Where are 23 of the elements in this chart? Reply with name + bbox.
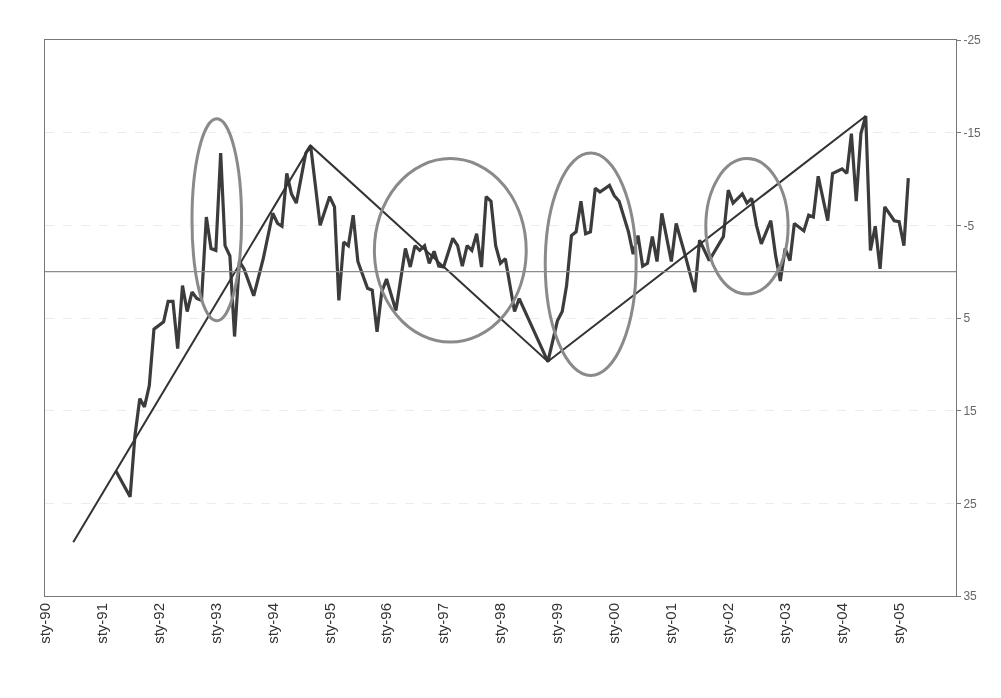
x-tick-label: sty-99: [548, 603, 566, 644]
x-tick-label: sty-97: [434, 603, 452, 644]
x-tick-label: sty-03: [776, 603, 794, 644]
x-tick-label: sty-01: [662, 603, 680, 644]
x-tick-label: sty-92: [149, 603, 167, 644]
x-tick-label: sty-93: [206, 603, 224, 644]
y-tick-label: -25: [963, 33, 982, 48]
x-tick-label: sty-05: [889, 603, 907, 644]
x-tick-label: sty-02: [719, 603, 737, 644]
x-tick-label: sty-91: [92, 603, 110, 644]
x-tick-label: sty-96: [377, 603, 395, 644]
x-tick-label: sty-90: [35, 603, 53, 644]
x-tick-label: sty-00: [605, 603, 623, 644]
x-tick-label: sty-04: [832, 603, 850, 644]
x-tick-label: sty-95: [320, 603, 338, 644]
y-tick-label: -15: [963, 125, 982, 140]
y-tick-label: -5: [963, 218, 975, 233]
y-tick-label: 5: [963, 311, 971, 326]
y-tick-label: 15: [963, 403, 978, 418]
x-tick-label: sty-98: [491, 603, 509, 644]
y-tick-label: 25: [963, 496, 978, 511]
y-tick-label: 35: [963, 589, 978, 604]
x-tick-label: sty-94: [263, 603, 281, 644]
